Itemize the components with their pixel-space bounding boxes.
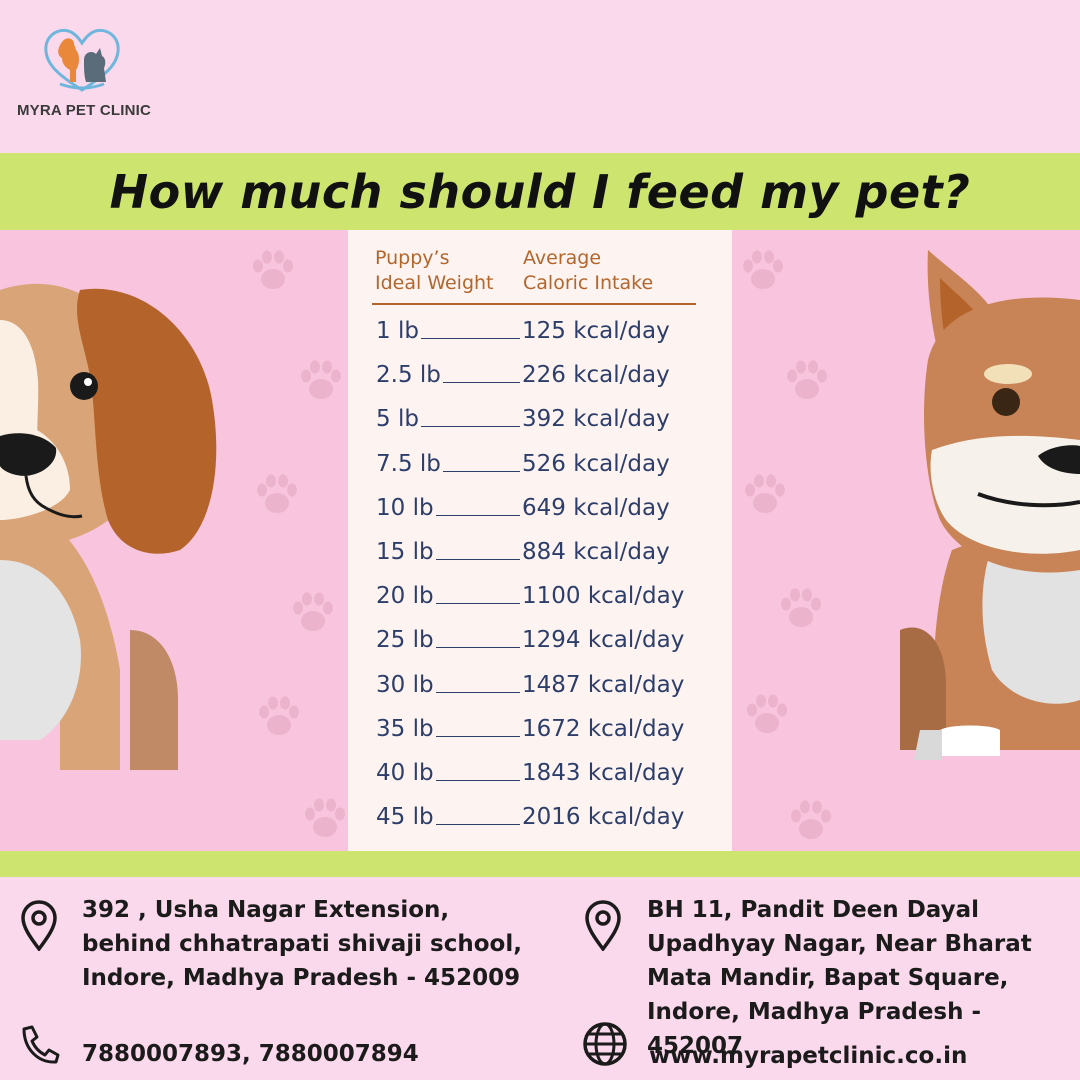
table-row: 15 lb 884 kcal/day — [376, 537, 726, 567]
intake-value: 1672 kcal/day — [522, 715, 685, 742]
intake-value: 125 kcal/day — [522, 318, 670, 344]
table-row: 25 lb 1294 kcal/day — [376, 625, 726, 655]
weight-value: 7.5 lb — [376, 450, 441, 477]
paw-print-icon — [743, 250, 783, 289]
weight-value: 45 lb — [376, 804, 434, 831]
intake-value: 2016 kcal/day — [522, 804, 685, 831]
table-row: 20 lb 1100 kcal/day — [376, 581, 726, 611]
location-pin-icon — [21, 900, 57, 951]
table-row: 35 lb 1672 kcal/day — [376, 714, 726, 744]
shiba-illustration — [900, 250, 1080, 760]
row-leader-line — [443, 382, 520, 384]
header-line: Ideal Weight — [375, 272, 494, 294]
phone-numbers[interactable]: 7880007893, 7880007894 — [82, 1041, 419, 1067]
row-leader-line — [421, 426, 520, 428]
weight-value: 1 lb — [376, 318, 419, 344]
weight-value: 30 lb — [376, 671, 434, 698]
address-line: BH 11, Pandit Deen Dayal — [647, 897, 979, 923]
weight-value: 10 lb — [376, 494, 434, 521]
intake-value: 392 kcal/day — [522, 406, 670, 433]
pet-heart-logo-icon — [44, 29, 120, 92]
table-row: 10 lb 649 kcal/day — [376, 493, 726, 523]
intake-value: 1294 kcal/day — [522, 627, 685, 654]
address-line: Mata Mandir, Bapat Square, — [647, 965, 1009, 991]
column-header-intake: Average Caloric Intake — [523, 246, 723, 296]
address-primary: 392 , Usha Nagar Extension, behind chhat… — [82, 893, 522, 995]
paw-print-icon — [293, 592, 333, 631]
paw-print-icon — [305, 798, 345, 837]
row-leader-line — [436, 647, 520, 649]
paw-print-icon — [259, 696, 299, 735]
address-line: Indore, Madhya Pradesh - 452007 — [647, 999, 982, 1059]
row-leader-line — [421, 338, 520, 339]
address-line: behind chhatrapati shivaji school, — [82, 931, 522, 957]
row-leader-line — [436, 559, 520, 560]
row-leader-line — [436, 735, 520, 737]
address-line: 392 , Usha Nagar Extension, — [82, 897, 450, 923]
table-row: 40 lb 1843 kcal/day — [376, 758, 726, 788]
clinic-name: MYRA PET CLINIC — [16, 102, 152, 119]
bottom-band — [0, 851, 1080, 877]
row-leader-line — [436, 824, 520, 826]
feeding-table: Puppy’s Ideal Weight Average Caloric Int… — [348, 230, 732, 851]
weight-value: 40 lb — [376, 760, 434, 786]
intake-value: 1843 kcal/day — [522, 760, 685, 786]
contact-footer: 392 , Usha Nagar Extension, behind chhat… — [0, 877, 1080, 1080]
table-row: 45 lb 2016 kcal/day — [376, 802, 726, 832]
intake-value: 649 kcal/day — [522, 494, 670, 521]
weight-value: 35 lb — [376, 715, 434, 742]
paw-print-icon — [257, 474, 297, 513]
table-row: 5 lb 392 kcal/day — [376, 404, 726, 434]
row-leader-line — [436, 514, 520, 516]
intake-value: 1487 kcal/day — [522, 671, 685, 698]
table-row: 1 lb 125 kcal/day — [376, 316, 726, 346]
paw-print-icon — [787, 360, 827, 399]
beagle-illustration — [0, 283, 217, 770]
weight-value: 20 lb — [376, 583, 434, 610]
intake-value: 526 kcal/day — [522, 450, 670, 477]
intake-value: 1100 kcal/day — [522, 583, 685, 610]
header-line: Caloric Intake — [523, 272, 654, 294]
page-title: How much should I feed my pet? — [109, 165, 971, 219]
row-leader-line — [436, 691, 520, 693]
address-line: Upadhyay Nagar, Near Bharat — [647, 931, 1032, 957]
table-row: 7.5 lb 526 kcal/day — [376, 449, 726, 479]
header-divider — [372, 303, 696, 305]
table-row: 2.5 lb 226 kcal/day — [376, 360, 726, 390]
intake-value: 226 kcal/day — [522, 362, 670, 389]
clinic-logo: MYRA PET CLINIC — [14, 24, 154, 124]
row-leader-line — [436, 603, 520, 605]
paw-print-icon — [745, 474, 785, 513]
table-row: 30 lb 1487 kcal/day — [376, 670, 726, 700]
header-line: Average — [523, 247, 602, 269]
weight-value: 25 lb — [376, 627, 434, 654]
weight-value: 2.5 lb — [376, 362, 441, 389]
address-secondary: BH 11, Pandit Deen Dayal Upadhyay Nagar,… — [647, 893, 1080, 1063]
address-line: Indore, Madhya Pradesh - 452009 — [82, 965, 521, 991]
column-header-weight: Puppy’s Ideal Weight — [375, 246, 525, 296]
paw-print-icon — [791, 800, 831, 839]
location-pin-icon — [585, 900, 621, 951]
weight-value: 15 lb — [376, 539, 434, 565]
globe-icon — [583, 1022, 627, 1066]
row-leader-line — [443, 470, 520, 472]
row-leader-line — [436, 780, 520, 781]
header-line: Puppy’s — [375, 247, 450, 269]
weight-value: 5 lb — [376, 406, 419, 433]
paw-print-icon — [253, 250, 293, 289]
website-link[interactable]: www.myrapetclinic.co.in — [649, 1043, 968, 1069]
title-band: How much should I feed my pet? — [0, 153, 1080, 230]
intake-value: 884 kcal/day — [522, 539, 670, 565]
paw-print-icon — [301, 360, 341, 399]
paw-print-icon — [747, 694, 787, 733]
phone-icon — [22, 1025, 60, 1064]
paw-print-icon — [781, 588, 821, 627]
